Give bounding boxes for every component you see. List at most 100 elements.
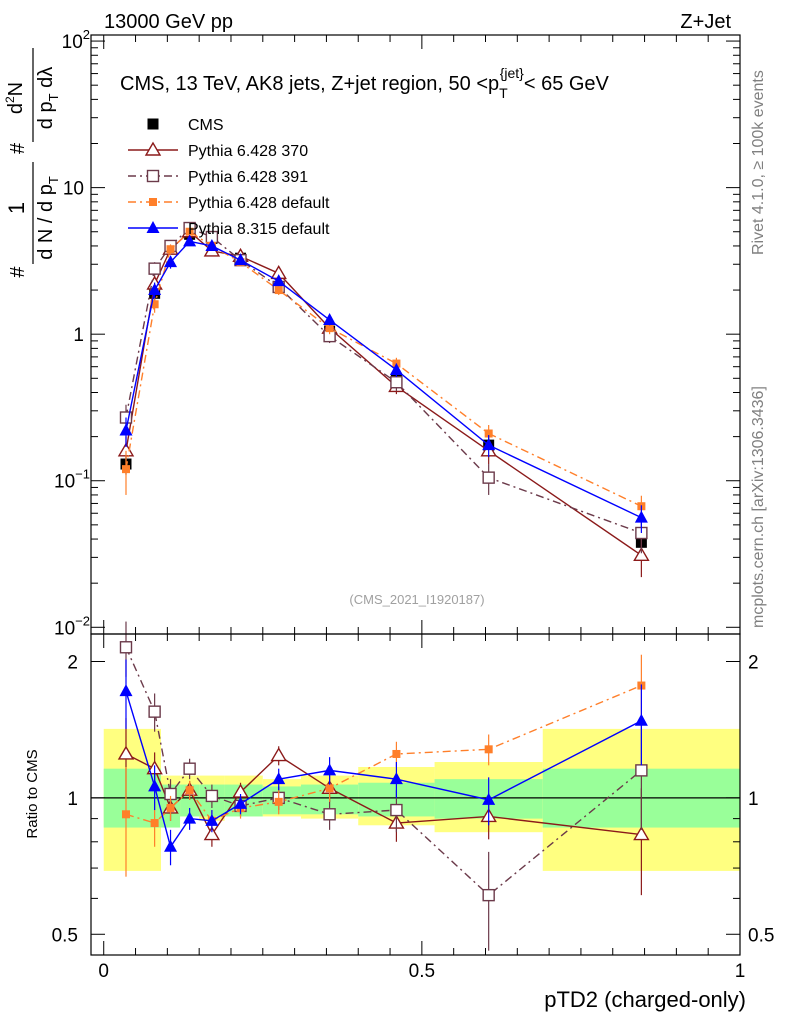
- main-series-3: [121, 227, 646, 519]
- main-series-group: [117, 221, 650, 578]
- ratio-ytick-label-left-1: 1: [67, 789, 78, 810]
- ratio-point-3-6: [272, 772, 286, 785]
- legend-entry-0: CMS: [147, 117, 224, 134]
- ratio-point-2-6: [274, 797, 283, 806]
- main-series-1: [117, 223, 650, 578]
- main-point-2-9: [482, 471, 495, 484]
- ratio-ytick-label-right-2: 0.5: [748, 925, 774, 946]
- ratio-frame: [90, 633, 741, 956]
- main-point-3-9: [484, 429, 493, 438]
- legend-label-0: CMS: [188, 117, 224, 134]
- ratio-point-2-8: [392, 749, 401, 758]
- ratio-uncertainty-bands: [91, 728, 740, 871]
- ylabel-numerator-2: d2N: [3, 82, 27, 114]
- main-ytick-label-1: 10: [63, 179, 84, 200]
- legend-entry-2: Pythia 6.428 391: [128, 169, 308, 186]
- title-suffix: < 65 GeV: [524, 73, 610, 95]
- main-point-4-2: [164, 255, 178, 268]
- ylabel-hash-1: #: [7, 266, 29, 278]
- main-point-3-0: [121, 465, 130, 474]
- main-series-line-1: [125, 230, 642, 556]
- main-panel: 102 10 1 10−1 10−2 CMS, 13 TeV, AK8 jets, Z+…: [54, 27, 741, 639]
- ratio-y-axis-label: Ratio to CMS: [24, 749, 41, 838]
- ratio-series-group: [117, 621, 650, 951]
- legend-label-1: Pythia 6.428 370: [188, 143, 308, 160]
- title-subscript: T: [499, 85, 508, 101]
- ratio-point-3-10: [634, 713, 648, 726]
- legend-entry-4: Pythia 8.315 default: [128, 221, 330, 238]
- main-point-4-10: [634, 510, 648, 523]
- ratio-point-2-0: [121, 810, 130, 819]
- main-point-4-5: [234, 253, 248, 266]
- main-point-2-1: [148, 262, 161, 275]
- ylabel-denominator-2: d pT dλ: [35, 67, 61, 129]
- plot-title: CMS, 13 TeV, AK8 jets, Z+jet region, 50 …: [120, 65, 610, 101]
- ratio-point-3-8: [389, 772, 403, 785]
- ratio-point-2-9: [484, 745, 493, 754]
- ratio-ytick-label-left-0: 2: [67, 652, 78, 673]
- main-series-line-4: [125, 240, 642, 519]
- main-ytick-label-2: 1: [73, 325, 84, 346]
- ratio-point-3-9: [482, 792, 496, 805]
- title-superscript: {jet}: [500, 65, 524, 81]
- main-point-3-2: [166, 245, 175, 254]
- main-point-4-0: [119, 423, 133, 436]
- legend-entry-1: Pythia 6.428 370: [128, 141, 308, 160]
- rivet-version-label: Rivet 4.1.0, ≥ 100k events: [750, 70, 767, 255]
- ratio-point-3-1: [148, 779, 162, 792]
- ratio-point-1-9: [482, 888, 495, 902]
- ratio-point-1-7: [323, 808, 336, 821]
- ratio-point-0-0: [117, 745, 135, 760]
- main-point-4-9: [482, 438, 496, 451]
- main-point-4-6: [272, 274, 286, 287]
- legend-marker-0: [147, 118, 159, 130]
- legend-label-4: Pythia 8.315 default: [188, 221, 330, 238]
- ratio-series-line-1: [125, 646, 642, 897]
- main-series-2: [119, 221, 648, 554]
- main-point-4-7: [323, 312, 337, 325]
- ratio-point-1-1: [148, 705, 161, 718]
- main-point-3-7: [325, 324, 334, 333]
- legend-label-3: Pythia 6.428 default: [188, 195, 330, 212]
- title-prefix: CMS, 13 TeV, AK8 jets, Z+jet region, 50 …: [120, 73, 499, 95]
- xtick-label-0: 0: [98, 961, 109, 982]
- xtick-label-2: 1: [735, 961, 746, 982]
- legend: CMS Pythia 6.428 370 Pythia 6.428 391 Pythi…: [128, 117, 330, 238]
- ratio-point-1-8: [390, 803, 403, 817]
- ratio-point-3-0: [119, 684, 133, 697]
- ratio-point-1-3: [183, 762, 196, 775]
- ratio-point-3-3: [183, 811, 197, 824]
- ratio-ytick-label-left-2: 0.5: [52, 925, 78, 946]
- legend-marker-1: [144, 141, 162, 156]
- ratio-panel: 2 21 10.5 0.50 0.5 1: [52, 621, 774, 982]
- main-point-3-3: [185, 227, 194, 236]
- main-point-4-8: [389, 362, 403, 375]
- ylabel-hash-2: #: [7, 142, 29, 154]
- main-series-4: [119, 234, 648, 533]
- ratio-point-2-7: [325, 784, 334, 793]
- legend-entry-3: Pythia 6.428 default: [128, 195, 330, 212]
- x-axis-label: pTD2 (charged-only): [544, 987, 746, 1012]
- legend-marker-3: [149, 198, 157, 206]
- main-ytick-label-4: 10−2: [54, 613, 90, 639]
- ratio-point-3-7: [323, 763, 337, 776]
- main-y-axis-label: # 1 d N / d pT # d2N d pT dλ: [3, 48, 61, 278]
- ratio-series-3: [119, 659, 648, 866]
- ratio-point-2-3: [185, 786, 194, 795]
- ratio-point-0-6: [270, 747, 287, 762]
- ratio-point-3-2: [164, 839, 178, 852]
- main-ytick-label-3: 10−1: [54, 467, 90, 493]
- ratio-point-2-2: [166, 803, 175, 812]
- ratio-point-0-4: [203, 826, 221, 841]
- ratio-point-2-1: [150, 819, 159, 828]
- ratio-ytick-label-right-1: 1: [748, 789, 759, 810]
- main-axes: 102 10 1 10−1 10−2: [54, 27, 741, 639]
- analysis-watermark: (CMS_2021_I1920187): [349, 592, 484, 607]
- ratio-series-1: [119, 621, 648, 951]
- legend-label-2: Pythia 6.428 391: [188, 169, 308, 186]
- main-point-4-1: [148, 283, 162, 296]
- main-ytick-label-0: 102: [62, 27, 90, 53]
- main-series-line-2: [125, 227, 642, 534]
- main-point-1-10: [633, 546, 650, 561]
